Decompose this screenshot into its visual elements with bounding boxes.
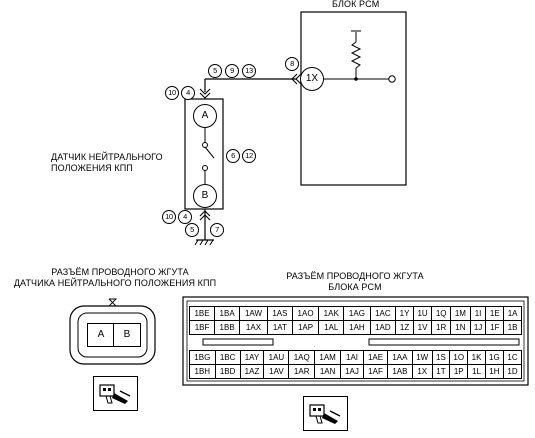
pin-cell: 1AY [239, 350, 265, 365]
pin-cell: 1AQ [288, 350, 316, 365]
pin-cell: 1J [469, 320, 487, 335]
pin-cell: 1BE [188, 306, 216, 321]
pin-cell: 1D [503, 364, 522, 379]
pcm-connector-lower-pins: 1BG 1BC 1AY 1AU 1AQ 1AM 1AI 1AE 1AA 1W 1S 1O 1K 1G 1C 1… [189, 350, 522, 379]
pin-row: 1BG 1BC 1AY 1AU 1AQ 1AM 1AI 1AE 1AA 1W 1S 1O 1K 1G 1C [189, 350, 522, 365]
pin-row: 1BE 1BA 1AW 1AS 1AO 1AK 1AG 1AC 1Y 1U 1Q 1M 1I 1E 1A [188, 306, 522, 321]
pin-cell: 1AX [239, 320, 268, 335]
ref-marker: 10 [165, 86, 179, 100]
pin-cell: 1BF [188, 320, 216, 335]
ref-marker: 9 [225, 64, 239, 78]
pin-cell: 1Z [395, 320, 414, 335]
ref-marker: 10 [162, 210, 176, 224]
pcm-connector-outline [182, 296, 529, 386]
pin-cell: 1B [503, 320, 522, 335]
sensor-terminal-b: B [193, 184, 217, 208]
pin-cell: 1X [411, 364, 433, 379]
pin-cell: 1AI [340, 350, 364, 365]
pin-cell: 1BC [214, 350, 241, 365]
pin-cell: 1M [450, 306, 471, 321]
pin-cell: 1BB [214, 320, 241, 335]
pin-cell: 1G [484, 350, 505, 365]
pin-cell: 1O [449, 350, 469, 365]
pin-cell: 1N [450, 320, 471, 335]
pin-cell: 1AT [266, 320, 293, 335]
pin-cell: 1AO [291, 306, 320, 321]
pin-cell: 1H [484, 364, 505, 379]
pin-cell: 1AJ [340, 364, 364, 379]
pcm-connector-title-line1: РАЗЪЁМ ПРОВОДНОГО ЖГУТА [286, 271, 424, 281]
pin-cell: 1F [485, 320, 505, 335]
pin-cell: 1Y [395, 306, 414, 321]
pin-cell: 1AV [263, 364, 290, 379]
pin-cell: 1S [431, 350, 451, 365]
pcm-box [300, 11, 407, 186]
pin-cell: 1AH [343, 320, 371, 335]
pin-cell: 1I [469, 306, 487, 321]
pin-cell: 1AM [314, 350, 342, 365]
pin-cell: 1BD [214, 364, 241, 379]
pcm-title: БЛОК PCM [332, 0, 380, 9]
pin-cell: 1K [467, 350, 486, 365]
pin-cell: 1A [503, 306, 522, 321]
ref-marker: 12 [242, 149, 256, 163]
ref-marker: 6 [226, 149, 240, 163]
ref-marker: 4 [178, 210, 192, 224]
pin-cell: 1AC [369, 306, 397, 321]
pin-cell: 1P [449, 364, 469, 379]
pin-cell: 1AN [314, 364, 342, 379]
pin-row: 1BH 1BD 1AZ 1AV 1AR 1AN 1AJ 1AF 1AB 1X 1T 1P 1L 1H 1D [189, 364, 522, 379]
ref-marker: 7 [210, 223, 224, 237]
sensor-connector-pin-a: A [87, 323, 115, 347]
pin-cell: 1AE [362, 350, 389, 365]
pin-cell: 1V [412, 320, 433, 335]
harness-side-icon [93, 376, 138, 411]
pin-cell: 1AU [263, 350, 290, 365]
pin-cell: 1AD [369, 320, 397, 335]
pin-cell: 1AK [318, 306, 345, 321]
ref-marker: 5 [208, 64, 222, 78]
sensor-title-line2: ПОЛОЖЕНИЯ КПП [51, 163, 133, 173]
pin-row: 1BF 1BB 1AX 1AT 1AP 1AL 1AH 1AD 1Z 1V 1R 1N 1J 1F 1B [188, 320, 522, 335]
pin-cell: 1E [485, 306, 505, 321]
pin-cell: 1AF [362, 364, 389, 379]
pin-cell: 1AZ [239, 364, 265, 379]
pin-cell: 1BH [189, 364, 216, 379]
pin-cell: 1L [467, 364, 486, 379]
pin-cell: 1C [503, 350, 522, 365]
ref-marker: 8 [285, 57, 299, 71]
pin-cell: 1Q [431, 306, 452, 321]
pin-cell: 1AG [343, 306, 371, 321]
sensor-connector-title-line2: ДАТЧИКА НЕЙТРАЛЬНОГО ПОЛОЖЕНИЯ КПП [13, 278, 217, 288]
pin-cell: 1AW [239, 306, 268, 321]
pin-cell: 1AS [266, 306, 293, 321]
pcm-connector-upper-pins: 1BE 1BA 1AW 1AS 1AO 1AK 1AG 1AC 1Y 1U 1Q 1M 1I 1E 1A 1B… [188, 306, 522, 335]
sensor-box [184, 98, 224, 210]
ref-marker: 13 [242, 64, 256, 78]
pin-cell: 1AB [387, 364, 413, 379]
pin-cell: 1AR [288, 364, 316, 379]
pin-cell: 1BG [189, 350, 216, 365]
harness-side-icon [303, 396, 348, 431]
ref-marker: 4 [181, 86, 195, 100]
pin-cell: 1AP [291, 320, 320, 335]
sensor-terminal-a: A [193, 104, 217, 128]
pin-cell: 1R [431, 320, 452, 335]
pin-cell: 1W [411, 350, 433, 365]
pcm-connector-title-line2: БЛОКА PCM [328, 282, 382, 292]
ref-marker: 5 [185, 223, 199, 237]
pull-up-resistor [350, 41, 362, 69]
pin-cell: 1AA [387, 350, 413, 365]
pcm-terminal-1x: 1X [300, 67, 324, 91]
sensor-title-line1: ДАТЧИК НЕЙТРАЛЬНОГО [51, 152, 163, 162]
sensor-connector-pin-b: B [113, 323, 141, 347]
pin-cell: 1T [431, 364, 451, 379]
pin-cell: 1U [412, 306, 433, 321]
pin-cell: 1BA [214, 306, 241, 321]
pin-cell: 1AL [318, 320, 345, 335]
sensor-connector-title-line1: РАЗЪЁМ ПРОВОДНОГО ЖГУТА [51, 267, 189, 277]
